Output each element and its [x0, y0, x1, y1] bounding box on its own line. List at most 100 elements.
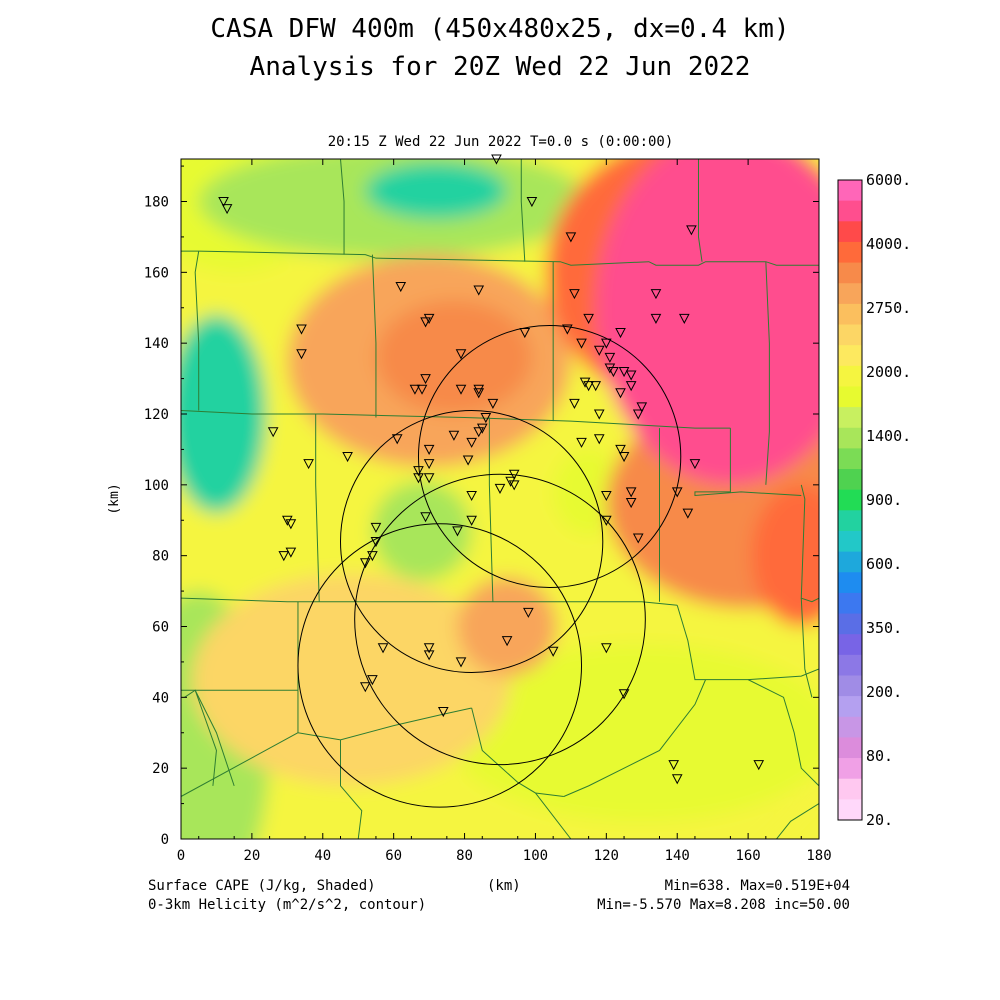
- station-marker: [285, 547, 297, 558]
- station-marker: [218, 197, 229, 208]
- valid-time-label: 20:15 Z Wed 22 Jun 2022 T=0.0 s (0:00:00…: [327, 134, 674, 150]
- station-marker: [409, 384, 421, 395]
- colorbar-label: 200.: [866, 683, 902, 701]
- county-line: [340, 739, 363, 839]
- colorbar-swatch: [838, 696, 862, 718]
- x-tick-label: 160: [735, 848, 760, 864]
- colorbar-label: 900.: [866, 491, 902, 509]
- station-marker: [473, 384, 485, 395]
- station-marker: [413, 466, 424, 477]
- station-marker: [632, 409, 644, 420]
- station-marker: [370, 522, 382, 533]
- y-tick-label: 20: [152, 761, 169, 777]
- station-marker: [601, 490, 612, 502]
- radar-range-rings: [297, 324, 682, 808]
- shaded-field-label: Surface CAPE (J/kg, Shaded): [148, 878, 376, 894]
- cape-region: [365, 162, 508, 220]
- cape-region: [553, 449, 625, 535]
- station-marker: [682, 508, 694, 519]
- colorbar-swatch: [838, 778, 862, 800]
- colorbar-frame: [837, 179, 863, 821]
- station-marker: [615, 388, 626, 399]
- colorbar-label: 20.: [866, 811, 893, 829]
- x-tick-label: 0: [177, 848, 185, 864]
- station-marker: [523, 607, 534, 618]
- cape-region: [375, 300, 532, 415]
- station-marker: [420, 317, 431, 328]
- station-marker: [455, 384, 467, 395]
- colorbar-swatch: [838, 427, 862, 449]
- station-marker: [359, 682, 371, 693]
- colorbar-swatch: [838, 716, 862, 738]
- county-line: [776, 803, 819, 839]
- county-line: [676, 605, 819, 681]
- y-tick-label: 0: [161, 832, 169, 848]
- station-marker: [480, 413, 492, 424]
- colorbar-swatch: [838, 572, 862, 594]
- station-marker: [476, 423, 488, 434]
- colorbar-swatch: [838, 262, 862, 284]
- station-marker: [466, 515, 477, 526]
- station-marker: [632, 533, 644, 544]
- station-marker: [576, 338, 587, 349]
- county-line: [181, 597, 678, 606]
- cape-region: [184, 399, 228, 457]
- station-marker: [296, 324, 307, 335]
- station-marker: [462, 455, 474, 466]
- county-line: [315, 414, 320, 602]
- colorbar-swatch: [838, 200, 862, 222]
- station-marker: [618, 452, 630, 463]
- county-line: [184, 689, 217, 786]
- station-marker: [608, 367, 619, 378]
- colorbar-label: 80.: [866, 747, 893, 765]
- station-marker: [604, 352, 616, 363]
- station-marker: [604, 363, 616, 374]
- station-marker: [579, 377, 591, 388]
- station-marker: [508, 469, 520, 480]
- station-marker: [615, 444, 626, 455]
- station-marker: [593, 434, 605, 445]
- station-marker: [593, 409, 605, 420]
- station-marker: [636, 402, 648, 413]
- station-marker: [473, 388, 485, 399]
- station-marker: [377, 643, 389, 654]
- station-markers: [218, 154, 765, 785]
- station-marker: [437, 707, 449, 718]
- station-marker: [547, 646, 559, 657]
- chart-title: CASA DFW 400m (450x480x25, dx=0.4 km): [210, 14, 790, 44]
- colorbar-swatch: [838, 180, 862, 202]
- county-line: [488, 417, 494, 602]
- station-marker: [448, 430, 460, 441]
- y-tick-label: 160: [144, 265, 169, 281]
- county-line: [297, 707, 472, 741]
- station-marker: [519, 328, 531, 339]
- station-marker: [625, 498, 637, 509]
- station-marker: [413, 473, 424, 484]
- station-marker: [650, 313, 662, 324]
- station-marker: [303, 459, 314, 470]
- colorbar-swatch: [838, 407, 862, 429]
- colorbar-swatch: [838, 510, 862, 532]
- colorbar-label: 350.: [866, 619, 902, 637]
- contour-field-label: 0-3km Helicity (m^2/s^2, contour): [148, 897, 427, 913]
- colorbar-swatch: [838, 448, 862, 470]
- colorbar-label: 2000.: [866, 363, 911, 381]
- colorbar-swatch: [838, 613, 862, 635]
- colorbar-swatch: [838, 737, 862, 759]
- station-marker: [526, 197, 538, 208]
- county-line: [471, 707, 564, 797]
- station-marker: [221, 204, 233, 215]
- colorbar-label: 4000.: [866, 235, 911, 253]
- y-tick-label: 120: [144, 407, 169, 423]
- station-marker: [423, 650, 435, 661]
- station-marker: [420, 512, 431, 523]
- station-marker: [618, 367, 630, 378]
- colorbar-swatch: [838, 469, 862, 491]
- colorbar-swatch: [838, 324, 862, 346]
- cape-region: [446, 644, 819, 822]
- x-tick-label: 180: [806, 848, 831, 864]
- cape-region: [372, 481, 472, 581]
- colorbar-swatch: [838, 530, 862, 553]
- station-marker: [501, 636, 513, 647]
